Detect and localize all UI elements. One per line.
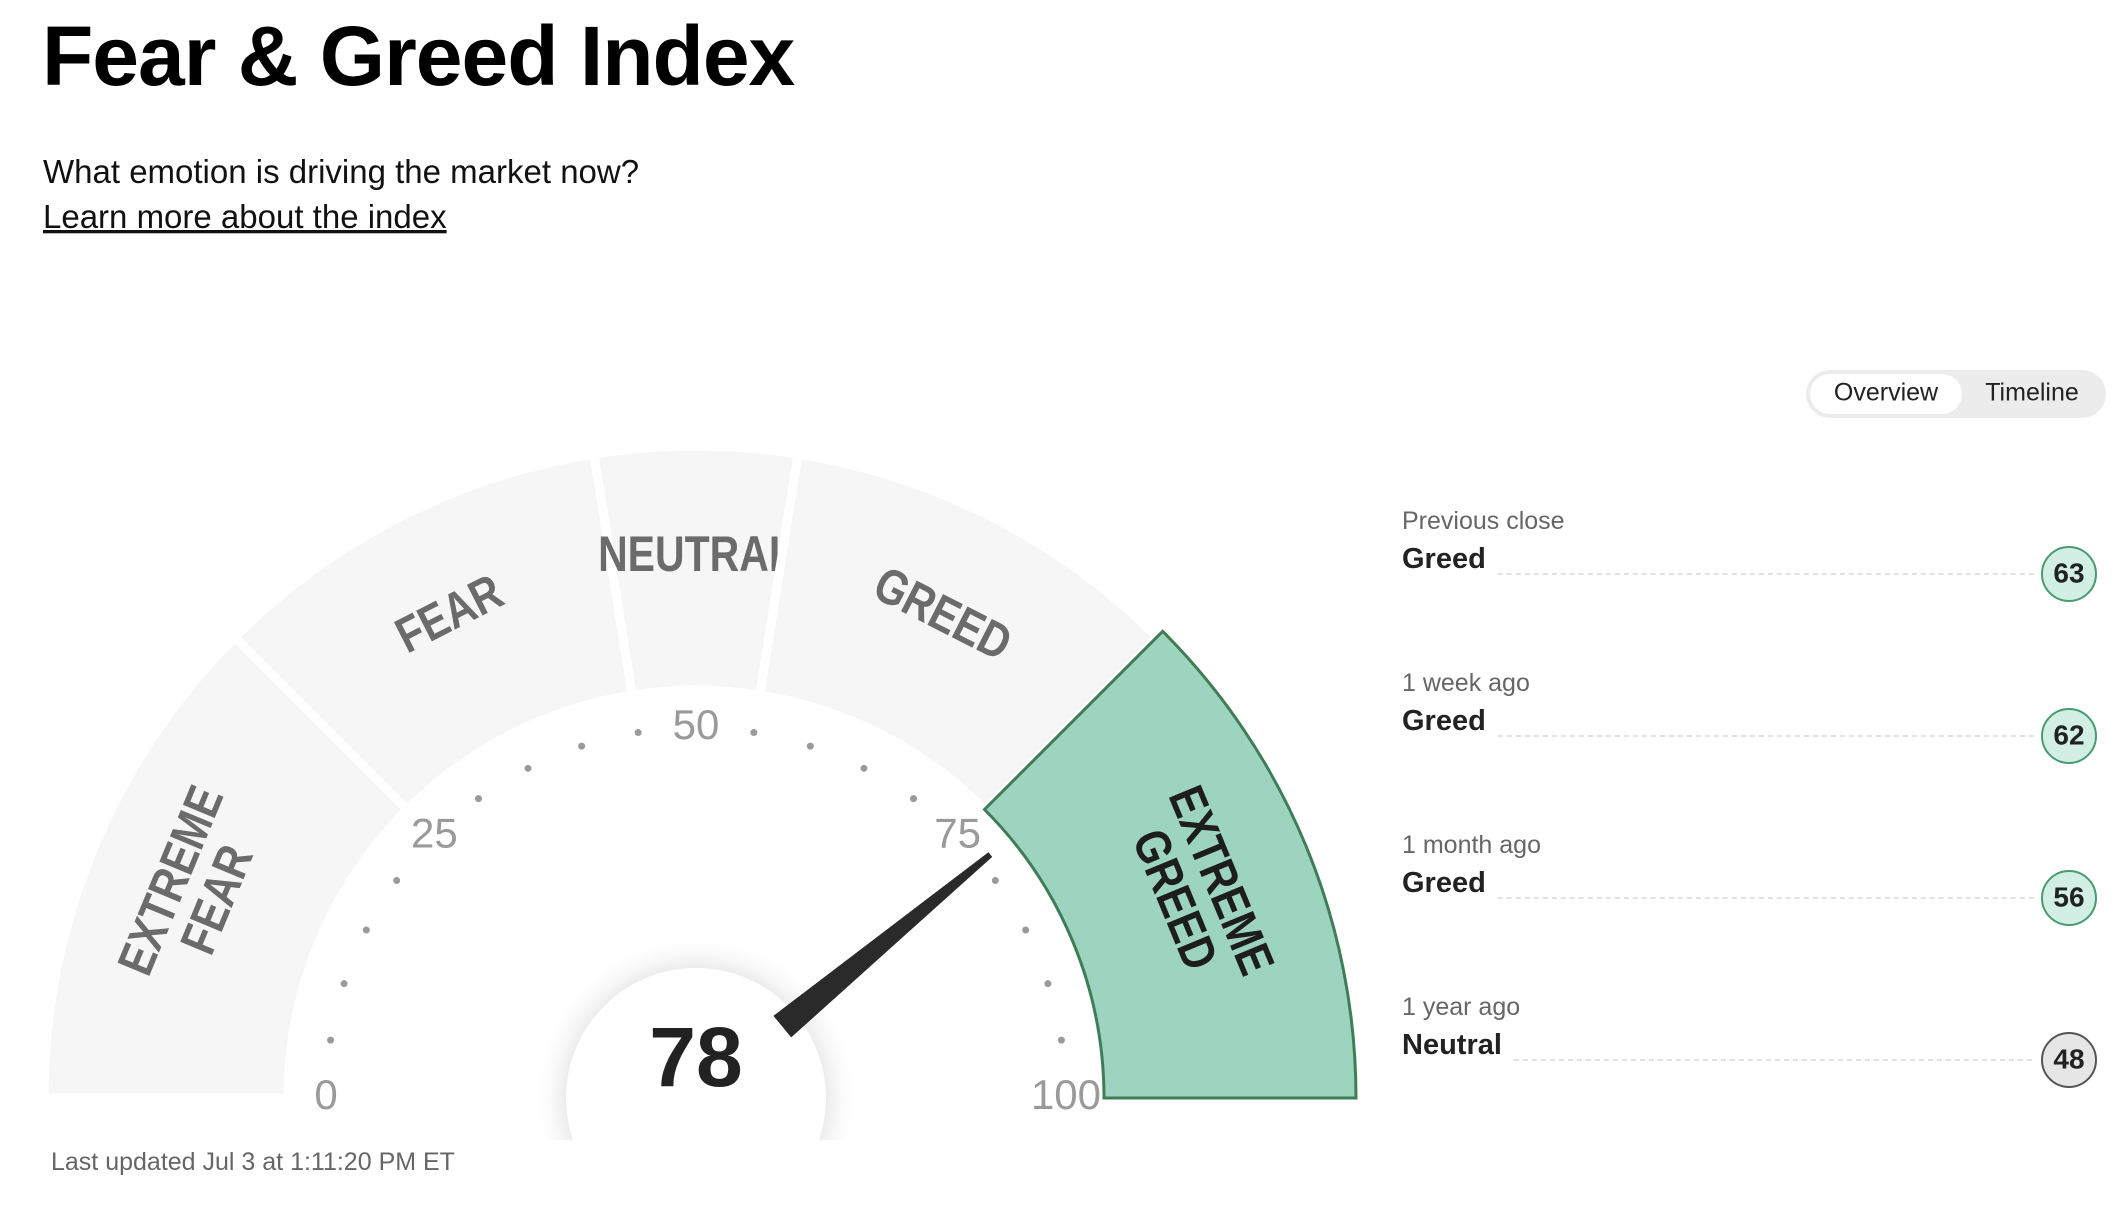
gauge-needle	[773, 852, 993, 1038]
history-badge	[2041, 708, 2097, 764]
gauge-tick-label: 75	[934, 809, 981, 856]
gauge-dot	[340, 980, 348, 988]
gauge-tick-label: 100	[1031, 1071, 1101, 1118]
history-period: Previous close	[1402, 507, 1565, 535]
gauge-dot	[909, 795, 917, 803]
learn-more-link[interactable]: Learn more about the index	[43, 198, 447, 235]
history-status: Neutral	[1402, 1029, 1502, 1061]
history-status: Greed	[1402, 705, 1486, 737]
gauge-dot	[475, 795, 483, 803]
gauge-dot	[1057, 1036, 1065, 1044]
history-value: 63	[2053, 557, 2084, 588]
segment-label: NEUTRAL	[598, 526, 794, 582]
tab-overview[interactable]: Overview	[1834, 379, 1939, 407]
history-list: Previous close Greed 63 1 week ago Greed 62 1 …	[1402, 507, 2097, 1088]
history-value: 48	[2053, 1043, 2084, 1074]
gauge-dot	[860, 764, 868, 772]
gauge-dot	[327, 1036, 335, 1044]
gauge-dot	[393, 877, 401, 885]
center-disk	[566, 968, 826, 1140]
gauge-tick-label: 25	[411, 809, 458, 856]
subtitle: What emotion is driving the market now?	[43, 153, 639, 190]
history-period: 1 week ago	[1402, 669, 1530, 697]
history-badge	[2041, 546, 2097, 602]
gauge-dot	[806, 742, 814, 750]
history-value: 62	[2053, 719, 2084, 750]
gauge: EXTREMEFEARFEARNEUTRALGREEDEXTREMEGREED0…	[39, 441, 1358, 1140]
gauge-tick-label: 50	[673, 701, 720, 748]
history-status: Greed	[1402, 543, 1486, 575]
gauge-dot	[634, 729, 642, 737]
gauge-tick-label: 0	[314, 1071, 337, 1118]
gauge-dot	[991, 877, 999, 885]
gauge-dot	[524, 764, 532, 772]
history-status: Greed	[1402, 867, 1486, 899]
gauge-dot	[578, 742, 586, 750]
history-badge	[2041, 1032, 2097, 1088]
gauge-segment	[982, 629, 1358, 1100]
history-period: 1 month ago	[1402, 831, 1541, 859]
tab-active-bg	[1810, 374, 1962, 414]
gauge-dot	[1044, 980, 1052, 988]
page-title: Fear & Greed Index	[42, 9, 796, 103]
history-period: 1 year ago	[1402, 993, 1520, 1021]
gauge-center	[562, 964, 830, 1140]
history-badge	[2041, 870, 2097, 926]
tab-timeline[interactable]: Timeline	[1985, 379, 2079, 407]
gauge-dot	[1022, 926, 1030, 934]
gauge-dot	[750, 729, 758, 737]
last-updated: Last updated Jul 3 at 1:11:20 PM ET	[51, 1148, 455, 1176]
gauge-segment	[39, 630, 414, 1103]
gauge-value: 78	[649, 1010, 742, 1104]
gauge-dot	[362, 926, 370, 934]
history-value: 56	[2053, 881, 2084, 912]
